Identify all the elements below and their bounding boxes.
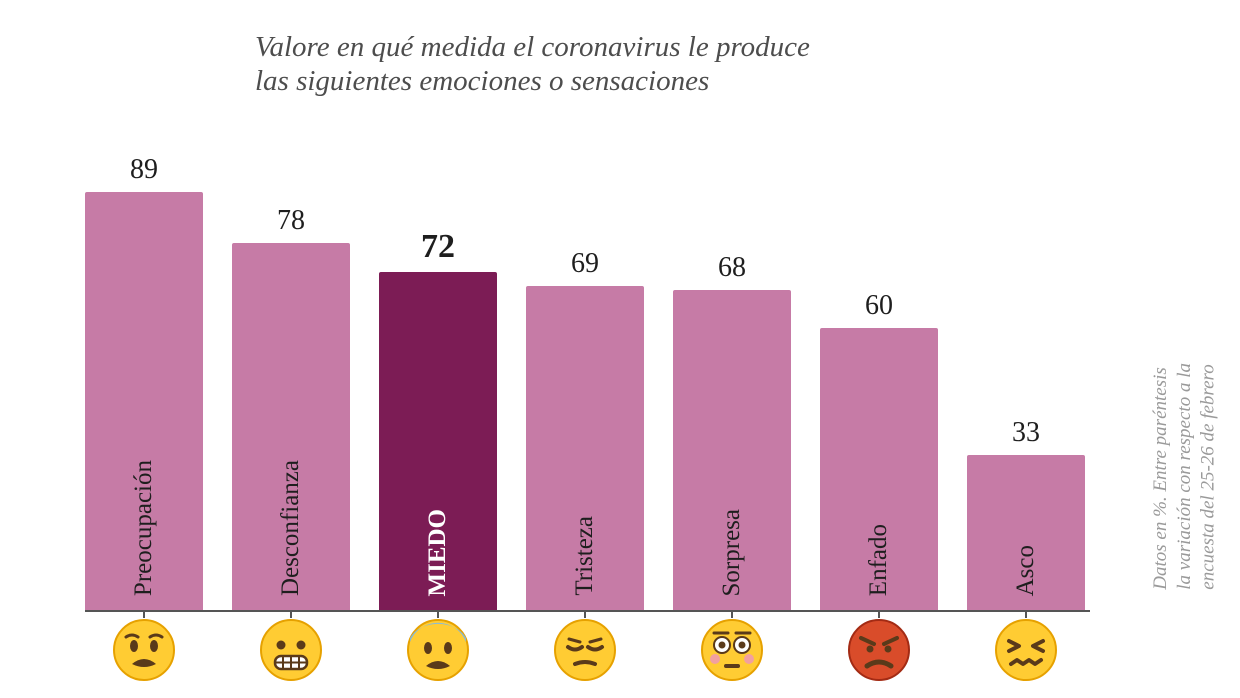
chart-title: Valore en qué medida el coronavirus le p… [255,30,985,98]
bar-col: 69 Tristeza [526,248,644,610]
chart-plot-area: 89 Preocupación 78 Desconfianza 72 MIEDO 69 Tri… [85,140,1090,610]
bar-label: Preocupación [130,460,158,596]
confounded-emoji-icon [967,618,1085,682]
bar: Preocupación [85,192,203,610]
bar-label: Desconfianza [277,460,305,596]
bars-row: 89 Preocupación 78 Desconfianza 72 MIEDO 69 Tri… [85,140,1090,610]
bar-col: 33 Asco [967,417,1085,610]
bar-label: Enfado [865,524,893,596]
bar-label: Tristeza [571,516,599,596]
coldsweat-emoji-icon [379,618,497,682]
chart-title-line1: Valore en qué medida el coronavirus le p… [255,31,810,63]
side-note: Datos en %. Entre paréntesis la variació… [1170,150,1200,590]
flushed-emoji-icon [673,618,791,682]
chart-container: Valore en qué medida el coronavirus le p… [0,0,1240,698]
bar-value: 68 [718,252,746,284]
bar-col: 78 Desconfianza [232,205,350,610]
bar: Enfado [820,328,938,610]
emoji-row [85,618,1090,682]
anguished-emoji-icon [85,618,203,682]
bar: Desconfianza [232,243,350,610]
bar-label: MIEDO [424,509,452,597]
bar: Tristeza [526,286,644,610]
chart-title-line2: las siguientes emociones o sensaciones [255,65,709,97]
pensive-emoji-icon [526,618,644,682]
bar-value: 78 [277,205,305,237]
bar-value: 33 [1012,417,1040,449]
angry-emoji-icon [820,618,938,682]
grimace-emoji-icon [232,618,350,682]
bar-col: 60 Enfado [820,290,938,610]
bar-col: 72 MIEDO [379,228,497,610]
bar-col: 89 Preocupación [85,154,203,610]
side-note-text: Datos en %. Entre paréntesis la variació… [1149,363,1220,590]
bar-value: 89 [130,154,158,186]
bar: MIEDO [379,272,497,610]
bar: Asco [967,455,1085,610]
bar: Sorpresa [673,290,791,610]
bar-value: 72 [421,228,455,266]
bar-label: Sorpresa [718,509,746,596]
bar-value: 69 [571,248,599,280]
bar-label: Asco [1012,545,1040,596]
chart-baseline [85,610,1090,612]
bar-value: 60 [865,290,893,322]
bar-col: 68 Sorpresa [673,252,791,610]
